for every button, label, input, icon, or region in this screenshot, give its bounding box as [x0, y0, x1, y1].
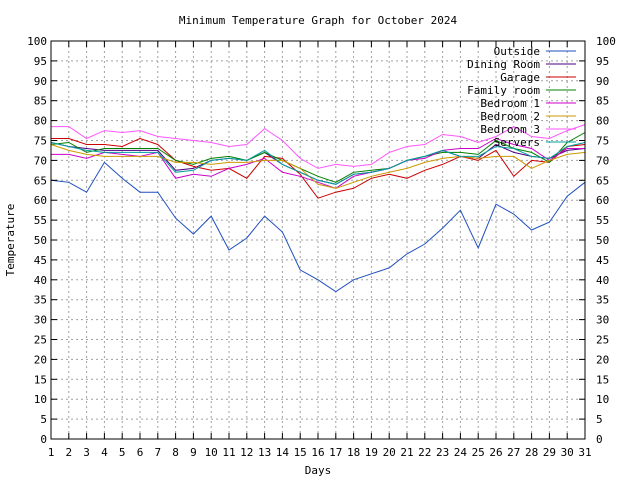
y-tick-label-right: 95 — [596, 55, 609, 68]
series-line-bedroom-2 — [50, 144, 586, 189]
y-tick-label-left: 70 — [34, 154, 47, 167]
x-tick-label: 6 — [137, 446, 144, 459]
y-tick-label-left: 100 — [27, 35, 47, 48]
x-tick-label: 29 — [543, 446, 556, 459]
y-axis-label: Temperature — [4, 204, 17, 277]
y-tick-label-right: 80 — [596, 115, 609, 128]
x-tick-label: 7 — [154, 446, 161, 459]
x-tick-label: 1 — [48, 446, 55, 459]
y-tick-label-right: 100 — [596, 35, 616, 48]
y-tick-label-left: 0 — [40, 433, 47, 446]
y-tick-label-left: 45 — [34, 254, 47, 267]
legend-label-family-room: Family room — [467, 84, 540, 97]
series-line-bedroom-3 — [51, 124, 586, 169]
y-tick-label-right: 30 — [596, 314, 609, 327]
y-tick-label-left: 40 — [34, 274, 47, 287]
y-tick-label-left: 75 — [34, 135, 47, 148]
x-tick-label: 14 — [276, 446, 290, 459]
y-tick-label-left: 30 — [34, 314, 47, 327]
x-axis-label: Days — [305, 464, 332, 477]
x-tick-label: 9 — [190, 446, 197, 459]
x-tick-label: 11 — [222, 446, 235, 459]
y-tick-label-left: 50 — [34, 234, 47, 247]
y-tick-label-right: 0 — [596, 433, 603, 446]
y-tick-label-right: 45 — [596, 254, 609, 267]
y-tick-label-left: 95 — [34, 55, 47, 68]
legend-label-servers: Servers — [494, 136, 540, 149]
x-tick-label: 8 — [172, 446, 179, 459]
x-tick-label: 25 — [472, 446, 485, 459]
x-tick-label: 18 — [347, 446, 360, 459]
x-tick-label: 21 — [400, 446, 413, 459]
x-tick-label: 28 — [525, 446, 538, 459]
series-line-servers — [50, 142, 586, 185]
y-tick-label-right: 15 — [596, 373, 609, 386]
x-tick-label: 10 — [205, 446, 218, 459]
x-tick-label: 22 — [418, 446, 431, 459]
x-tick-label: 20 — [383, 446, 396, 459]
series-line-outside — [50, 161, 586, 293]
legend-label-outside: Outside — [494, 45, 540, 58]
x-tick-label: 12 — [240, 446, 253, 459]
x-tick-label: 3 — [83, 446, 90, 459]
y-tick-label-left: 55 — [34, 214, 47, 227]
y-tick-label-left: 35 — [34, 294, 47, 307]
x-tick-label: 16 — [311, 446, 324, 459]
x-tick-label: 2 — [65, 446, 72, 459]
y-tick-label-left: 15 — [34, 373, 47, 386]
x-tick-label: 27 — [507, 446, 520, 459]
series-line-garage — [51, 137, 586, 199]
x-tick-label: 4 — [101, 446, 108, 459]
y-tick-label-left: 80 — [34, 115, 47, 128]
y-tick-label-right: 10 — [596, 393, 609, 406]
y-tick-label-right: 85 — [596, 95, 609, 108]
x-tick-label: 31 — [578, 446, 591, 459]
y-tick-label-left: 10 — [34, 393, 47, 406]
y-tick-label-right: 20 — [596, 353, 609, 366]
series-lines — [50, 124, 586, 293]
y-tick-label-left: 5 — [40, 413, 47, 426]
x-tick-label: 24 — [454, 446, 468, 459]
chart-title: Minimum Temperature Graph for October 20… — [179, 14, 458, 27]
y-tick-label-left: 60 — [34, 194, 47, 207]
x-tick-label: 30 — [561, 446, 574, 459]
legend-label-bedroom-3: Bedroom 3 — [480, 123, 540, 136]
y-tick-label-right: 55 — [596, 214, 609, 227]
y-tick-label-right: 50 — [596, 234, 609, 247]
y-tick-label-right: 40 — [596, 274, 609, 287]
y-tick-label-left: 65 — [34, 174, 47, 187]
x-tick-label: 5 — [119, 446, 126, 459]
x-tick-label: 13 — [258, 446, 271, 459]
x-tick-label: 19 — [365, 446, 378, 459]
legend-label-garage: Garage — [500, 71, 540, 84]
x-tick-label: 15 — [294, 446, 307, 459]
y-tick-label-left: 25 — [34, 334, 47, 347]
x-tick-label: 23 — [436, 446, 449, 459]
y-tick-label-right: 65 — [596, 174, 609, 187]
x-tick-label: 17 — [329, 446, 342, 459]
x-tick-label: 26 — [489, 446, 502, 459]
y-tick-label-left: 85 — [34, 95, 47, 108]
y-tick-label-right: 35 — [596, 294, 609, 307]
legend-label-bedroom-1: Bedroom 1 — [480, 97, 540, 110]
series-line-family-room — [50, 132, 586, 183]
y-tick-label-right: 5 — [596, 413, 603, 426]
y-tick-label-right: 70 — [596, 154, 609, 167]
y-tick-label-left: 90 — [34, 75, 47, 88]
legend-label-dining-room: Dining Room — [467, 58, 540, 71]
y-tick-label-right: 90 — [596, 75, 609, 88]
y-tick-label-right: 60 — [596, 194, 609, 207]
legend-label-bedroom-2: Bedroom 2 — [480, 110, 540, 123]
y-tick-label-right: 25 — [596, 334, 609, 347]
y-tick-label-right: 75 — [596, 135, 609, 148]
y-tick-label-left: 20 — [34, 353, 47, 366]
